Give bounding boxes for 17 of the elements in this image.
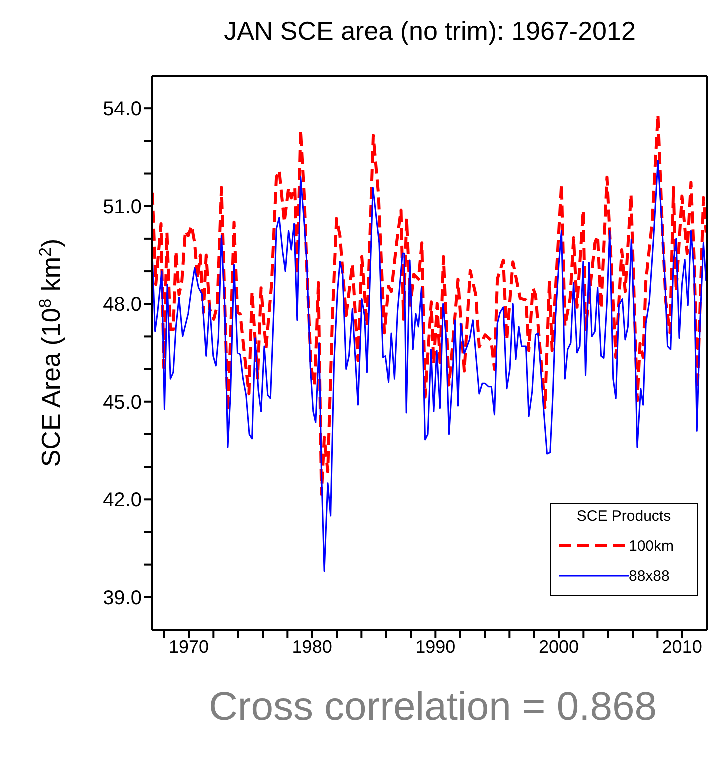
y-tick-label: 48.0 xyxy=(103,294,142,316)
x-tick-label: 1990 xyxy=(416,636,456,657)
x-tick-label: 2000 xyxy=(538,636,580,657)
y-tick-label: 45.0 xyxy=(103,392,142,414)
y-tick-label: 51.0 xyxy=(103,196,142,218)
text: Cross correlation = 0.868 xyxy=(208,685,658,730)
y-tick-label: 54.0 xyxy=(103,98,142,121)
y-tick-label: 42.0 xyxy=(103,490,142,512)
x-tick-label: 2010 xyxy=(662,636,702,657)
x-tick-label: 1980 xyxy=(292,636,332,657)
legend-label: 100km xyxy=(629,538,674,554)
chart-title: JAN SCE area (no trim): 1967-2012 xyxy=(223,16,637,47)
line-series xyxy=(152,160,707,572)
y-tick-label: 39.0 xyxy=(103,588,142,610)
legend-label: 88x88 xyxy=(629,568,670,584)
x-tick-label: 1970 xyxy=(168,636,210,657)
legend-title: SCE Products xyxy=(576,508,672,525)
